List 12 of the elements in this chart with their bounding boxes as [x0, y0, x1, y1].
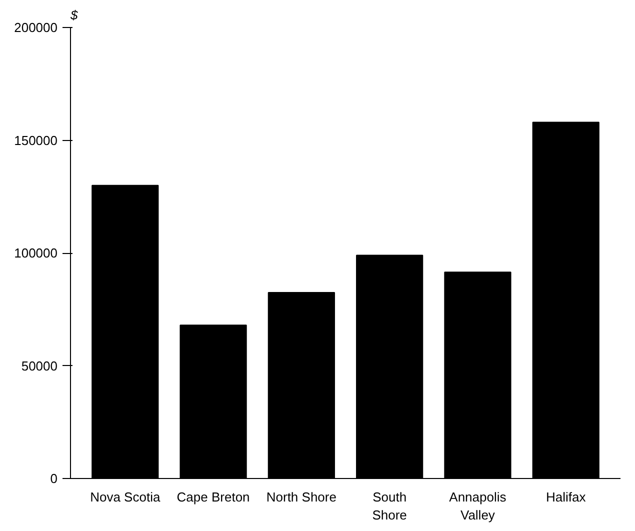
x-tick-label: Halifax [546, 490, 586, 504]
x-tick-label: Cape Breton [176, 490, 250, 504]
y-tick-label: 150000 [14, 132, 58, 148]
x-tick-label: North Shore [266, 490, 336, 504]
x-tick-label: Nova Scotia [90, 490, 161, 504]
y-tick-label: 50000 [21, 358, 58, 374]
x-tick-label: Annapolis Valley [449, 490, 507, 522]
y-tick-label: 100000 [14, 246, 58, 260]
y-tick-label: 200000 [14, 20, 58, 35]
x-tick-label: South Shore [372, 490, 407, 522]
y-axis-title: $ [70, 8, 78, 22]
y-tick-label: 0 [50, 471, 58, 486]
